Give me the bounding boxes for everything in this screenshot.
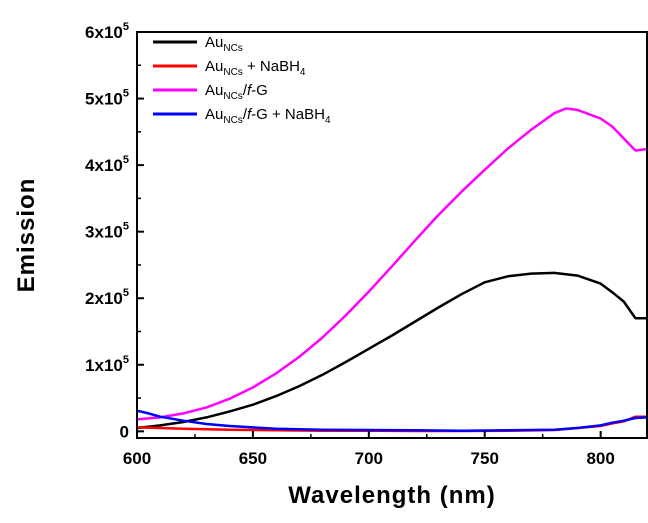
series-layer	[136, 107, 648, 433]
y-tick-label: 0	[120, 422, 129, 441]
legend-label: AuNCs/f-G	[205, 82, 268, 102]
y-tick-label: 6x105	[85, 21, 129, 42]
y-axis-title: Emission	[13, 178, 40, 293]
legend: AuNCs AuNCs + NaBH4 AuNCs/f-G AuNCs/f-G + N…	[153, 34, 331, 126]
plot-frame	[136, 31, 648, 439]
legend-label: AuNCs	[205, 34, 243, 54]
legend-label: AuNCs/f-G + NaBH4	[205, 106, 331, 126]
x-tick-label: 750	[471, 449, 499, 468]
y-tick-label: 3x105	[85, 221, 129, 242]
y-tick-label: 1x105	[85, 354, 129, 375]
x-axis-title: Wavelength (nm)	[288, 482, 495, 509]
x-tick-label: 800	[586, 449, 614, 468]
x-tick-label: 700	[355, 449, 383, 468]
series-line-3	[136, 107, 648, 421]
y-tick-label: 4x105	[85, 154, 129, 175]
legend-label: AuNCs + NaBH4	[205, 58, 306, 78]
x-tick-label: 650	[239, 449, 267, 468]
axis-layer: 600 650 700 750 800 0 1x105 2x105 3x105 4x105 5x10…	[85, 21, 615, 468]
series-line-4	[136, 409, 648, 432]
y-tick-label: 5x105	[85, 88, 129, 109]
x-tick-label: 600	[123, 449, 151, 468]
y-tick-label: 2x105	[85, 287, 129, 308]
series-line-1	[136, 271, 647, 430]
